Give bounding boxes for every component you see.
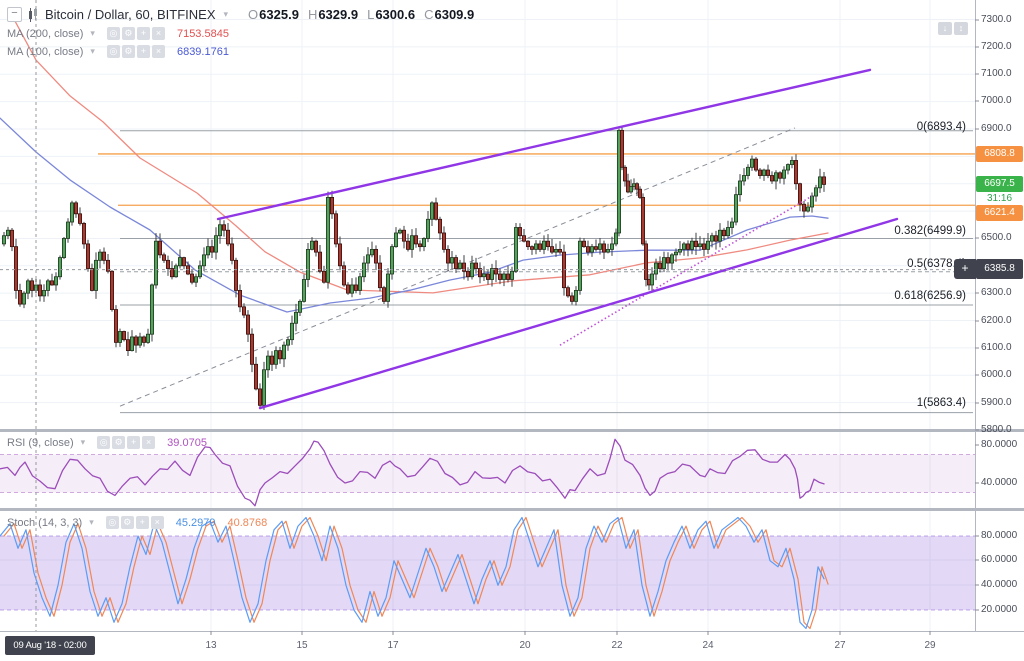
chevron-down-icon[interactable]: ▾: [89, 517, 94, 527]
price-axis-label: 5800.0: [981, 424, 1012, 435]
ohlc-item: L6300.6: [367, 7, 416, 22]
ma200-value: 7153.5845: [176, 27, 229, 40]
ma100-label[interactable]: MA (100, close): [7, 45, 84, 58]
ma100-value: 6839.1761: [176, 45, 229, 58]
fib-level-label: 0.5(6378.4): [907, 258, 966, 270]
time-axis-label: 29: [924, 640, 936, 651]
crosshair-time-badge: 09 Aug '18 - 02:00: [5, 636, 95, 655]
add-icon[interactable]: +: [135, 516, 149, 529]
price-axis-label: 7100.0: [981, 68, 1012, 79]
fib-level-label: 0.618(6256.9): [894, 290, 966, 302]
chevron-down-icon[interactable]: ▾: [80, 437, 86, 447]
fib-level-label: 1(5863.4): [916, 397, 966, 409]
crosshair-price-badge: 6385.8: [976, 259, 1023, 279]
stoch-legend: Stoch (14, 3, 3) ▾ ◎ ⚙ + × 45.2979 40.8768: [7, 516, 267, 529]
scale-down-button[interactable]: ↓: [938, 22, 952, 35]
eye-icon[interactable]: ◎: [106, 27, 120, 40]
gear-icon[interactable]: ⚙: [120, 516, 134, 529]
add-icon[interactable]: +: [136, 27, 150, 40]
time-axis-label: 17: [387, 640, 399, 651]
chevron-down-icon[interactable]: ▾: [90, 28, 95, 38]
price-axis-label: 6900.0: [981, 123, 1012, 134]
ohlc-item: C6309.9: [424, 7, 475, 22]
price-axis-label: 6300.0: [981, 287, 1012, 298]
bar-countdown-badge: 31:16: [976, 192, 1023, 206]
last-price-badge: 6697.5: [976, 176, 1023, 192]
fib-level-label: 0(6893.4): [916, 121, 966, 133]
collapse-pane-button[interactable]: −: [7, 7, 22, 22]
candlestick-icon: [29, 7, 37, 22]
eye-icon[interactable]: ◎: [97, 436, 111, 449]
time-axis[interactable]: [0, 632, 1024, 661]
price-axis-label: 7300.0: [981, 14, 1012, 25]
crosshair-drag-handle[interactable]: +: [954, 259, 976, 279]
gear-icon[interactable]: ⚙: [121, 45, 135, 58]
price-axis-label: 7200.0: [981, 41, 1012, 52]
close-icon[interactable]: ×: [142, 436, 156, 449]
price-axis-label: 6000.0: [981, 369, 1012, 380]
ohlc-values: O6325.9 H6329.9 L6300.6 C6309.9: [248, 7, 474, 22]
close-icon[interactable]: ×: [151, 27, 165, 40]
chevron-down-icon[interactable]: ▾: [223, 9, 229, 19]
time-axis-label: 20: [519, 640, 531, 651]
stoch-axis-label: 20.0000: [981, 604, 1018, 615]
fib-level-label: 0.382(6499.9): [894, 225, 966, 237]
chevron-down-icon[interactable]: ▾: [90, 46, 95, 56]
rsi-axis-label: 40.0000: [981, 477, 1018, 488]
symbol-title[interactable]: Bitcoin / Dollar, 60, BITFINEX: [45, 7, 216, 22]
stoch-axis-label: 80.0000: [981, 530, 1018, 541]
ohlc-item: O6325.9: [248, 7, 299, 22]
price-axis-label: 7000.0: [981, 95, 1012, 106]
time-axis-label: 24: [702, 640, 714, 651]
indicator-toolbar: ◎ ⚙ + ×: [106, 45, 165, 58]
close-icon[interactable]: ×: [150, 516, 164, 529]
gear-icon[interactable]: ⚙: [112, 436, 126, 449]
ohlc-item: H6329.9: [307, 7, 359, 22]
price-axis-label: 6500.0: [981, 232, 1012, 243]
time-axis-label: 15: [296, 640, 308, 651]
ma100-legend: MA (100, close) ▾ ◎ ⚙ + × 6839.1761: [7, 45, 229, 58]
gear-icon[interactable]: ⚙: [121, 27, 135, 40]
rsi-axis-label: 80.0000: [981, 439, 1018, 450]
time-axis-label: 22: [611, 640, 623, 651]
indicator-toolbar: ◎ ⚙ + ×: [105, 516, 164, 529]
price-axis-label: 5900.0: [981, 397, 1012, 408]
add-icon[interactable]: +: [136, 45, 150, 58]
eye-icon[interactable]: ◎: [106, 45, 120, 58]
stoch-axis-label: 40.0000: [981, 579, 1018, 590]
stoch-k-value: 45.2979: [175, 516, 216, 529]
rsi-legend: RSI (9, close) ▾ ◎ ⚙ + × 39.0705: [7, 436, 207, 449]
ma200-label[interactable]: MA (200, close): [7, 27, 84, 40]
time-axis-label: 13: [205, 640, 217, 651]
rsi-label[interactable]: RSI (9, close): [7, 436, 74, 449]
add-icon[interactable]: +: [127, 436, 141, 449]
eye-icon[interactable]: ◎: [105, 516, 119, 529]
alert-price-badge: 6621.4: [976, 205, 1023, 221]
ma200-legend: MA (200, close) ▾ ◎ ⚙ + × 7153.5845: [7, 27, 229, 40]
indicator-toolbar: ◎ ⚙ + ×: [97, 436, 156, 449]
price-axis-label: 6200.0: [981, 315, 1012, 326]
scale-reset-button[interactable]: ↕: [954, 22, 968, 35]
stoch-label[interactable]: Stoch (14, 3, 3): [7, 516, 83, 529]
stoch-axis-label: 60.0000: [981, 554, 1018, 565]
time-axis-label: 27: [834, 640, 846, 651]
price-axis-label: 6100.0: [981, 342, 1012, 353]
alert-price-badge: 6808.8: [976, 146, 1023, 162]
symbol-legend: − Bitcoin / Dollar, 60, BITFINEX ▾ O6325…: [7, 7, 474, 22]
rsi-value: 39.0705: [167, 436, 207, 449]
stoch-d-value: 40.8768: [227, 516, 268, 529]
close-icon[interactable]: ×: [151, 45, 165, 58]
indicator-toolbar: ◎ ⚙ + ×: [106, 27, 165, 40]
